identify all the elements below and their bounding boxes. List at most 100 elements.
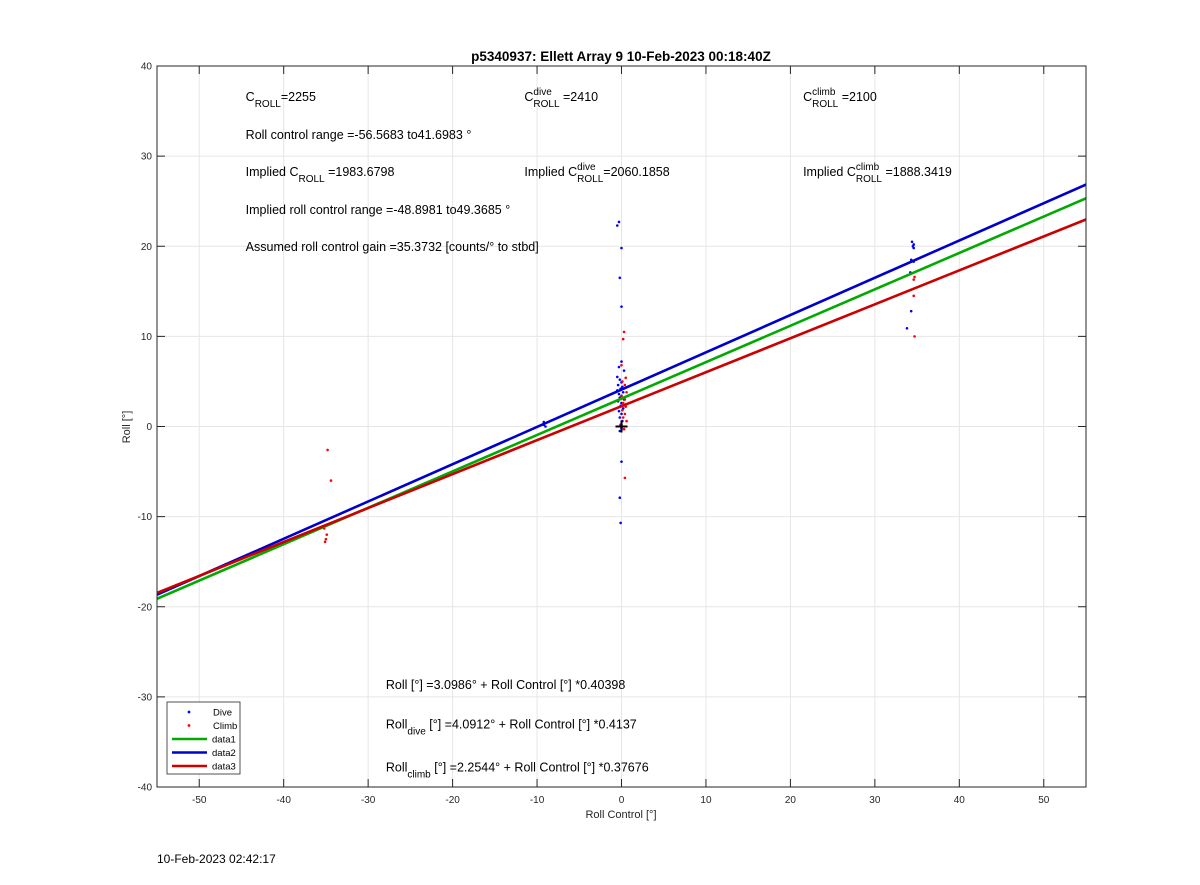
climb-point [623, 412, 627, 416]
annotation-subscript: ROLL [298, 174, 325, 185]
annotation-rest: =2410 [560, 90, 599, 104]
y-tick-label: -30 [138, 692, 153, 703]
climb-point [620, 394, 623, 398]
dive-point [544, 425, 547, 428]
annotation-main: C [803, 90, 812, 104]
climb-point [326, 448, 329, 452]
annotation-main: Roll [°] =3.0986° + Roll Control [°] *0.… [386, 678, 625, 692]
data-layer [157, 183, 1086, 601]
annotation-text: Cdive ROLL =2410 [524, 87, 598, 110]
legend-label: Climb [213, 721, 237, 732]
climb-point [622, 330, 626, 334]
annotation-text: CROLL=2255 [246, 90, 316, 110]
climb-point [625, 390, 628, 394]
dive-point [620, 460, 623, 463]
dive-point [616, 383, 620, 387]
annotation-main: Roll [386, 717, 408, 731]
x-tick-label: -10 [530, 795, 545, 806]
climb-point [325, 533, 329, 536]
x-tick-label: 30 [869, 795, 881, 806]
climb-point [620, 363, 623, 367]
dive-point [620, 412, 623, 416]
climb-point [621, 337, 625, 341]
dive-point [620, 305, 623, 308]
annotation-main: Assumed roll control gain =35.3732 [coun… [246, 240, 539, 254]
dive-point [615, 375, 619, 379]
annotation-rest: =2255 [281, 90, 316, 104]
annotation-rest: [°] =4.0912° + Roll Control [°] *0.4137 [426, 717, 637, 731]
annotation-superscript: dive [577, 162, 596, 173]
climb-point [329, 479, 333, 482]
climb-point [913, 275, 916, 279]
annotation-main: Implied C [524, 165, 577, 179]
data2-line [157, 183, 1086, 596]
legend: Dive Climb data1 data2 data3 [166, 701, 241, 775]
climb-point [323, 540, 327, 544]
climb-point [625, 419, 628, 423]
annotation-text: Implied Cdive ROLL=2060.1858 [524, 162, 669, 185]
annotation-superscript: climb [812, 87, 836, 98]
climb-point [623, 383, 627, 387]
annotation-subscript: ROLL [812, 99, 839, 110]
dive-point [619, 521, 622, 525]
x-tick-label: 20 [785, 795, 797, 806]
climb-point [912, 278, 916, 281]
annotation-main: Roll control range =-56.5683 to41.6983 ° [246, 128, 472, 142]
dive-point [618, 416, 622, 419]
annotation-text: Rollclimb [°] =2.2544° + Roll Control [°… [386, 761, 649, 781]
annotation-main: C [246, 90, 255, 104]
dive-point [910, 240, 914, 244]
annotation-subscript: dive [407, 726, 426, 737]
annotation-subscript: ROLL [577, 174, 604, 185]
x-tick-label: 0 [619, 795, 625, 806]
chart-title: p5340937: Ellett Array 9 10-Feb-2023 00:… [471, 49, 771, 64]
annotation-main: Implied roll control range =-48.8981 to4… [246, 203, 511, 217]
annotation-text: Assumed roll control gain =35.3732 [coun… [246, 240, 539, 254]
x-tick-label: -40 [276, 795, 291, 806]
x-tick-label: -20 [445, 795, 460, 806]
legend-marker [187, 710, 191, 714]
annotation-text: Implied roll control range =-48.8981 to4… [246, 203, 511, 217]
y-tick-label: -20 [138, 602, 153, 613]
y-tick-label: 40 [141, 62, 153, 73]
dive-point [622, 369, 626, 372]
plot-area: -50 -40 -30 -20 -10 0 10 20 30 40 50 -40 -30 -20 -10 0 1… [138, 62, 1087, 806]
climb-point [623, 476, 627, 480]
annotation-text: Implied CROLL =1983.6798 [246, 165, 395, 185]
annotation-subscript: ROLL [856, 174, 883, 185]
legend-label: Dive [213, 708, 232, 719]
dive-point [618, 276, 622, 280]
legend-marker [187, 724, 191, 727]
legend-label: data2 [212, 748, 236, 759]
climb-point [912, 294, 916, 298]
annotation-rest: =2060.1858 [603, 165, 669, 179]
annotation-text: Roll [°] =3.0986° + Roll Control [°] *0.… [386, 678, 625, 692]
dive-point [912, 246, 916, 250]
climb-point [621, 401, 625, 405]
dive-point [905, 326, 909, 330]
x-tick-label: 50 [1038, 795, 1050, 806]
climb-point [621, 380, 624, 383]
annotation-text: Rolldive [°] =4.0912° + Roll Control [°]… [386, 717, 637, 737]
annotation-rest: [°] =2.2544° + Roll Control [°] *0.37676 [431, 761, 649, 775]
annotation-subscript: ROLL [255, 99, 282, 110]
data3-line [157, 218, 1086, 595]
dive-point [620, 360, 623, 363]
legend-label: data3 [212, 762, 236, 773]
y-tick-label: 10 [141, 332, 153, 343]
dive-point [615, 224, 619, 227]
annotation-text: Roll control range =-56.5683 to41.6983 ° [246, 128, 472, 142]
y-tick-label: -10 [138, 512, 153, 523]
x-tick-label: 10 [700, 795, 712, 806]
y-tick-label: 30 [141, 152, 153, 163]
y-tick-label: 0 [146, 422, 152, 433]
dive-point [617, 409, 621, 413]
dive-point [617, 365, 621, 369]
legend-label: data1 [212, 735, 236, 746]
dive-point [617, 220, 621, 224]
dive-point [620, 246, 623, 250]
x-tick-label: 40 [954, 795, 966, 806]
dive-point [617, 392, 621, 396]
annotation-subscript: ROLL [533, 99, 560, 110]
annotation-rest: =1983.6798 [325, 165, 395, 179]
